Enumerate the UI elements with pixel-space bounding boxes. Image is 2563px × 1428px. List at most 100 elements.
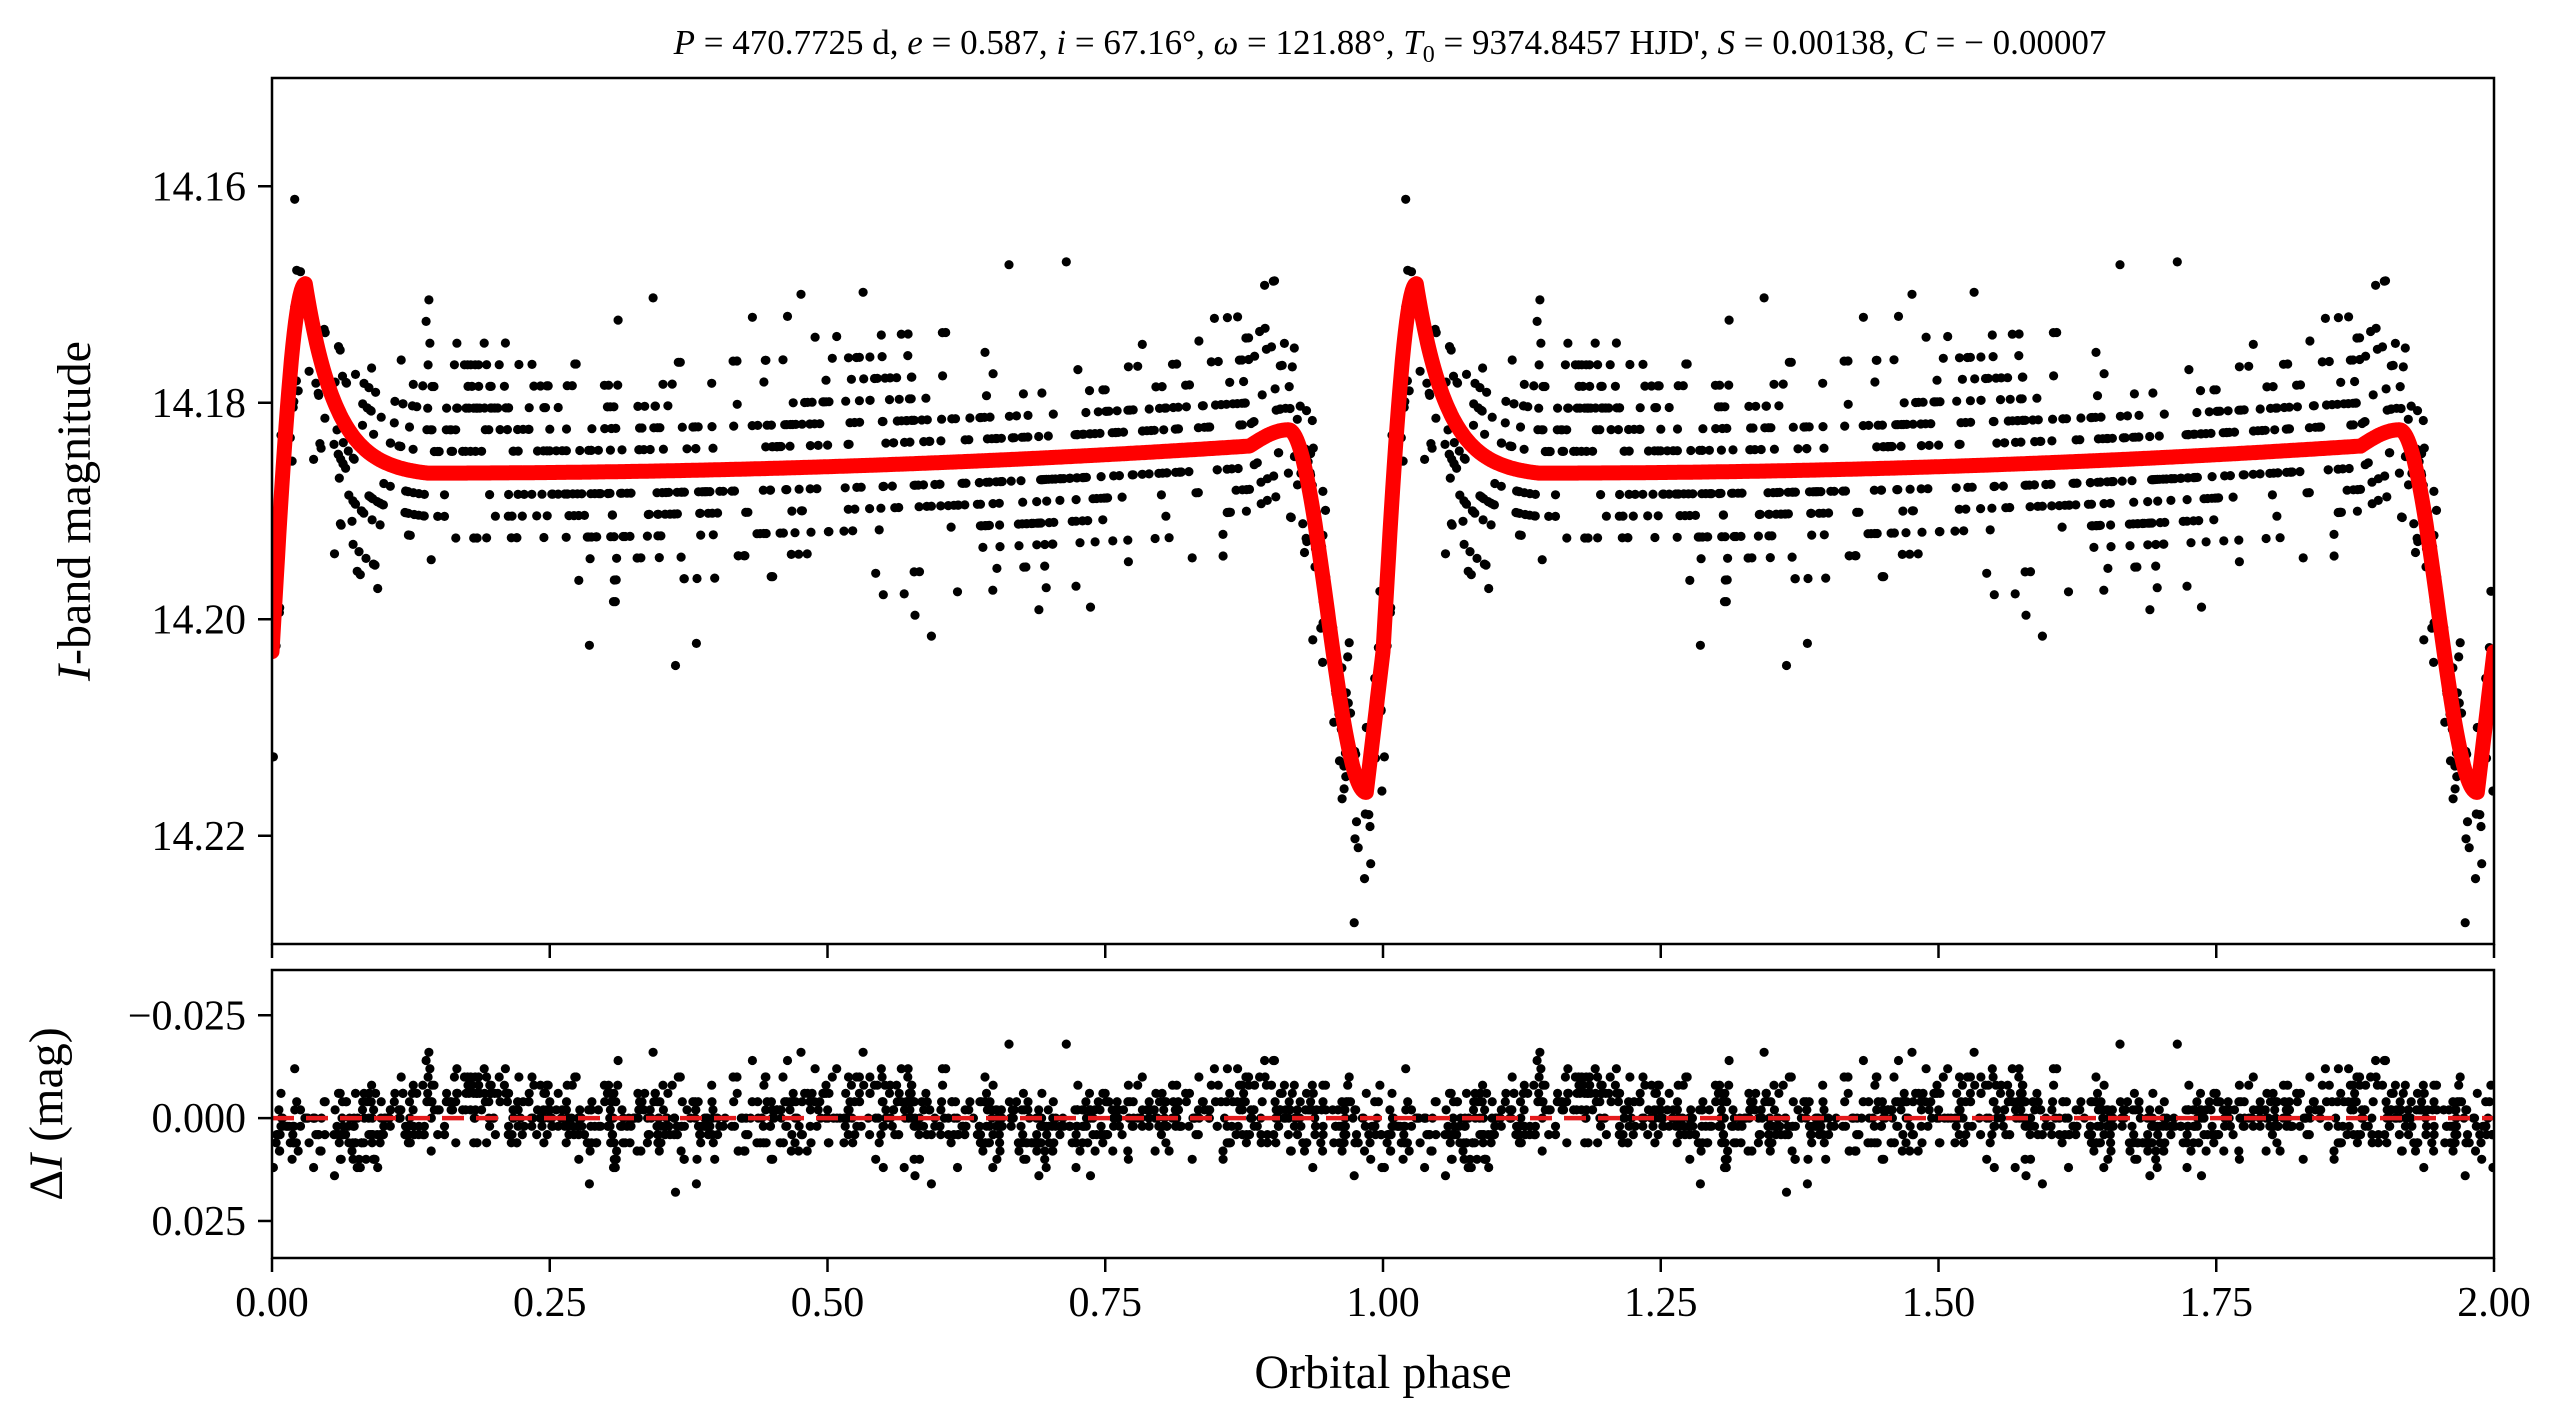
data-point [2360,460,2370,470]
data-point [2275,533,2285,543]
data-point [2429,657,2439,668]
data-point [2234,535,2244,545]
data-point [584,640,595,650]
data-point [2228,492,2238,502]
residual-point [1184,1121,1194,1131]
data-point [2431,505,2442,515]
residual-point [960,1105,970,1115]
residual-point [988,1130,998,1140]
residual-point [1519,1105,1529,1115]
residual-point [2234,1154,2244,1164]
residual-point [1759,1047,1769,1057]
residual-point [926,1179,937,1189]
data-point [1572,403,1582,413]
data-point [2223,406,2233,416]
residual-point [485,1121,495,1131]
data-point [1037,388,1047,398]
residual-point [788,1088,798,1098]
residual-point [359,1113,369,1123]
residual-point [1274,1121,1284,1131]
residual-point [796,1047,806,1057]
residual-point [538,1113,548,1123]
residual-point [2228,1130,2238,1140]
residual-point [2448,1097,2458,1107]
data-point [919,437,929,447]
residual-point [2048,1097,2058,1107]
data-point [946,522,956,532]
data-point [1914,397,1924,407]
residual-point [874,1138,884,1148]
data-point [2014,351,2024,361]
data-point [357,506,367,516]
residual-point [500,1064,510,1074]
data-point [1932,375,1942,385]
residual-point [1967,1121,1977,1131]
residual-point [691,1179,702,1189]
residual-point [1537,1146,1547,1156]
data-point [364,383,374,393]
data-point [484,425,494,435]
residual-point [839,1113,849,1123]
data-point [938,371,948,381]
data-point [1184,380,1195,390]
residual-point [367,1138,377,1148]
residual-point [2076,1097,2086,1107]
title-t0-subscript: 0 [1423,42,1435,68]
data-point [2361,351,2371,361]
residual-point [442,1088,452,1098]
data-point [1613,425,1623,435]
residual-point [1614,1130,1624,1140]
residual-point [2071,1130,2081,1140]
residual-point [553,1121,563,1131]
data-point [877,416,887,427]
residual-point [859,1080,869,1090]
data-point [1713,402,1723,412]
residual-point [1034,1171,1044,1181]
residual-point [1387,1088,1397,1098]
residual-point [1292,1105,1302,1115]
data-point [1500,418,1510,428]
data-point [2209,515,2219,525]
residual-point [1048,1097,1058,1107]
data-point [732,399,742,409]
residual-point [1244,1130,1255,1140]
data-point [2403,414,2413,424]
residual-point [289,1121,299,1131]
data-point [950,414,961,424]
residual-point [700,1113,710,1123]
residual-point [371,1088,381,1098]
residual-point [389,1097,399,1107]
residual-point [1534,1088,1544,1098]
data-point [994,498,1004,508]
residual-point [1283,1130,1293,1140]
data-point [1923,484,1933,494]
residual-point [2324,1080,2334,1090]
residual-point [1809,1121,1819,1131]
residual-point [551,1105,561,1115]
data-point [1018,497,1028,507]
residual-point [1081,1097,1091,1107]
residual-point [1078,1121,1088,1131]
residual-point [2148,1088,2158,1098]
residual-point [2089,1146,2099,1156]
residual-point [695,1130,705,1140]
data-point [2368,390,2378,400]
residual-point [2122,1097,2133,1107]
residual-point [871,1154,881,1164]
residual-point [1534,1072,1544,1082]
data-point [1916,484,1926,494]
residual-point [1247,1113,1257,1123]
data-point [904,394,915,404]
residual-point [1716,1105,1726,1115]
residual-point [1802,1105,1812,1115]
data-point [2403,480,2414,490]
data-point [2352,506,2362,516]
data-point [1896,441,1906,451]
residual-point [1769,1105,1779,1115]
data-point [1840,421,1850,431]
data-point [309,454,319,464]
residual-point [495,1097,505,1107]
data-point [1543,446,1554,457]
residual-point [1337,1146,1347,1156]
residual-point [658,1080,668,1090]
